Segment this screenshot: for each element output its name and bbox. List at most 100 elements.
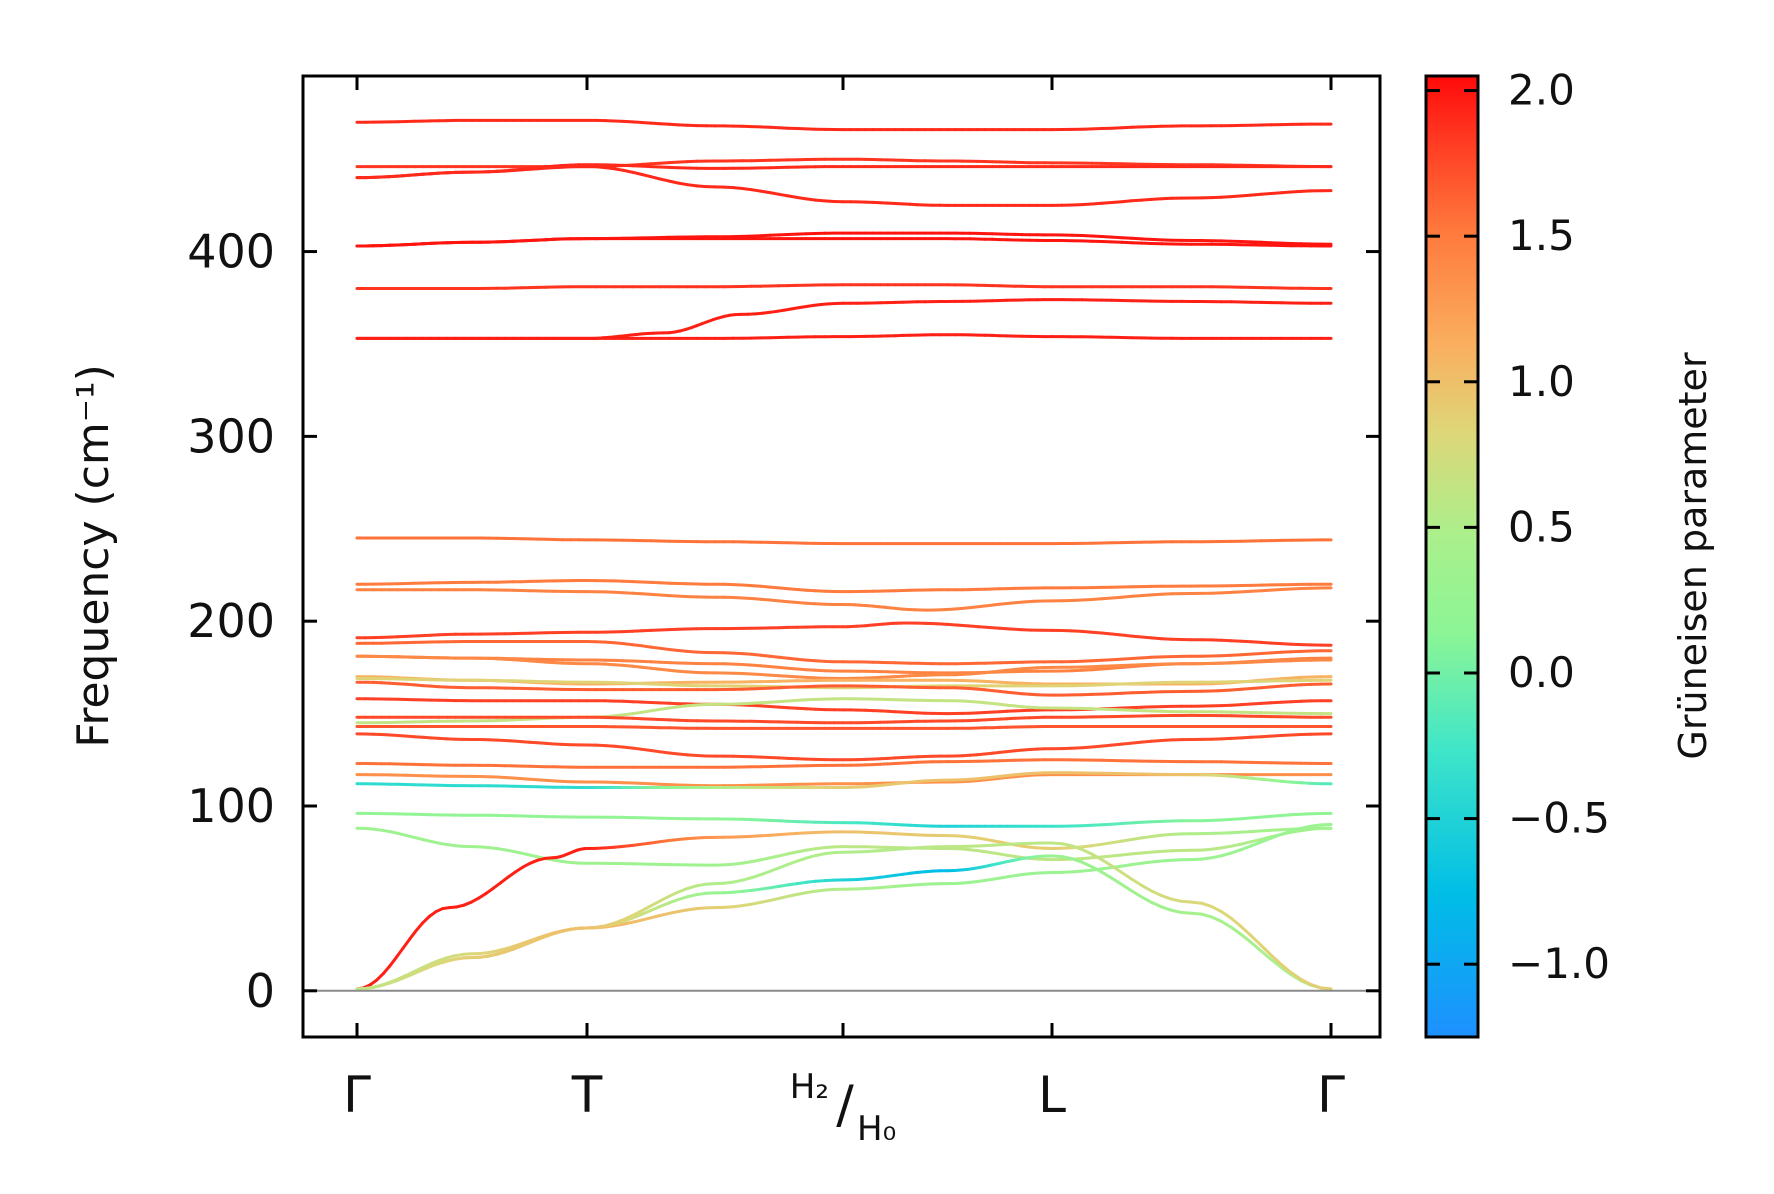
band-segment [1150, 889, 1164, 898]
band-segment [786, 892, 799, 898]
band-segment [1279, 966, 1293, 977]
colorbar-tick-label: 1.5 [1508, 211, 1575, 260]
band-segment [1140, 895, 1154, 904]
band-segment [1100, 854, 1114, 859]
band-segment [1249, 815, 1263, 820]
band-segment [1219, 817, 1233, 822]
band-segment [649, 175, 662, 181]
band-segment [1080, 598, 1094, 602]
band-segment [1130, 236, 1144, 241]
band-segment [1130, 594, 1144, 598]
band-segment [1299, 978, 1313, 987]
band-segment [786, 587, 799, 591]
band-segment [1023, 599, 1036, 604]
band-b8 [355, 298, 1333, 340]
band-b19 [355, 680, 1333, 697]
colorbar-tick-label: −0.5 [1508, 794, 1610, 843]
band-segment [1130, 634, 1144, 639]
band-segment [622, 119, 635, 124]
band-segment [1080, 629, 1094, 634]
band-segment [676, 886, 690, 894]
band-segment [750, 597, 763, 601]
band-segment [814, 879, 827, 883]
band-segment [768, 854, 781, 860]
band-segment [1070, 869, 1084, 874]
band-segment [667, 898, 680, 905]
band-segment [640, 162, 653, 166]
band-segment [484, 886, 495, 895]
band-segment [1299, 824, 1313, 830]
band-segment [1269, 814, 1283, 818]
band-segment [786, 882, 799, 887]
band-segment [1120, 691, 1134, 695]
band-segment [603, 640, 616, 645]
band-segment [1239, 652, 1253, 657]
band-segment [640, 709, 653, 714]
band-segment [795, 856, 808, 863]
band-segment [640, 121, 653, 125]
band-segment [1090, 597, 1104, 601]
band-segment [649, 645, 662, 650]
band-segment [1259, 588, 1273, 593]
band-segment [1110, 126, 1124, 130]
band-segment [731, 651, 744, 656]
band-segment [658, 901, 671, 908]
band-segment [1279, 962, 1293, 975]
band-segment [1209, 915, 1223, 923]
band-segment [1200, 856, 1213, 861]
band-segment [594, 846, 607, 850]
band-segment [777, 852, 790, 858]
band-segment [1110, 657, 1124, 662]
band-segment [722, 905, 735, 909]
band-segment [1160, 832, 1174, 837]
band-segment [777, 883, 790, 888]
band-segment [667, 751, 680, 756]
band-segment [750, 873, 763, 880]
band-segment [759, 700, 772, 705]
band-segment [1249, 840, 1263, 848]
band-segment [768, 585, 781, 590]
band-segment [631, 170, 644, 176]
band-segment [1269, 734, 1283, 738]
band-segment [1150, 739, 1164, 743]
band-segment [1249, 701, 1263, 706]
band-segment [1150, 900, 1164, 909]
band-segment [814, 888, 827, 893]
band-segment [1130, 656, 1144, 660]
band-segment [731, 889, 744, 894]
band-segment [1180, 911, 1193, 915]
band-segment [1110, 200, 1124, 204]
y-axis: 0 100 200 300 400 [187, 225, 1380, 1018]
band-segment [1289, 971, 1303, 981]
band-segment [1299, 812, 1313, 816]
band-segment [695, 906, 708, 911]
band-segment [1319, 986, 1333, 991]
band-segment [612, 590, 626, 595]
band-segment [1130, 851, 1144, 856]
band-segment [804, 707, 818, 711]
band-segment [658, 667, 671, 672]
band-segment [722, 185, 735, 190]
band-segment [1289, 675, 1303, 680]
band-b25 [355, 758, 1333, 769]
band-segment [1190, 900, 1203, 905]
band-segment [1160, 858, 1174, 863]
band-segment [1239, 933, 1253, 945]
band-segment [1259, 814, 1273, 819]
band-segment [768, 705, 781, 709]
band-segment [1229, 703, 1243, 707]
band-segment [640, 592, 653, 596]
band-segment [795, 675, 808, 679]
band-segment [1229, 687, 1243, 692]
band-segment [786, 666, 799, 671]
band-segment [1279, 642, 1293, 646]
colorbar-tick-label: 0.5 [1508, 502, 1575, 551]
band-segment [631, 710, 644, 716]
band-segment [814, 846, 827, 851]
band-segment [622, 591, 635, 595]
band-segment [1080, 234, 1094, 238]
band-segment [740, 860, 754, 865]
band-segment [786, 674, 799, 679]
band-segment [750, 663, 763, 668]
